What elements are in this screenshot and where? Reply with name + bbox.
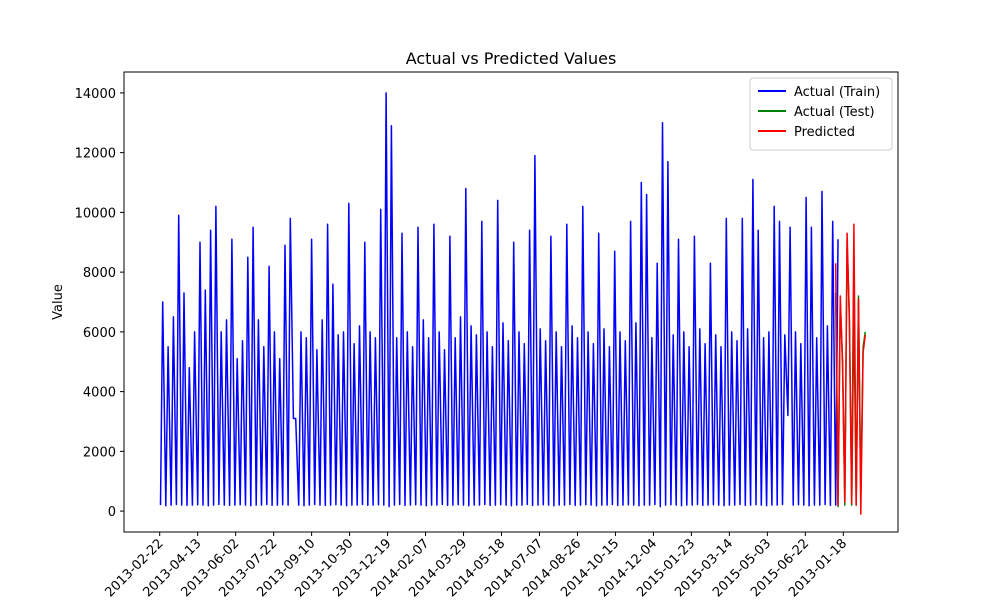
y-tick-label: 2000 xyxy=(83,445,116,460)
y-tick-label: 4000 xyxy=(83,386,116,401)
plot-frame xyxy=(123,71,899,533)
y-axis-label: Value xyxy=(51,284,66,320)
legend-label: Actual (Test) xyxy=(794,105,875,120)
legend-label: Predicted xyxy=(794,125,855,140)
y-tick-label: 0 xyxy=(108,505,116,520)
y-tick-label: 14000 xyxy=(75,87,116,102)
series-line xyxy=(834,223,867,515)
series-line xyxy=(159,92,839,508)
y-tick-label: 10000 xyxy=(75,206,116,221)
y-tick-label: 6000 xyxy=(83,326,116,341)
y-tick-label: 12000 xyxy=(75,147,116,162)
y-tick-label: 8000 xyxy=(83,266,116,281)
legend-label: Actual (Train) xyxy=(794,85,880,100)
chart-title: Actual vs Predicted Values xyxy=(406,49,617,68)
